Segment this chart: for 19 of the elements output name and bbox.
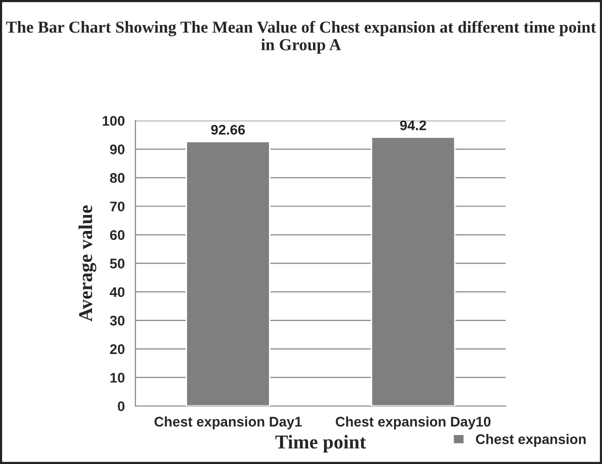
y-tick-label: 80 <box>110 173 124 183</box>
x-tick-label: Chest expansion Day1 <box>154 416 302 430</box>
y-tick-label: 70 <box>110 202 124 212</box>
y-tick-label: 30 <box>110 316 124 326</box>
x-axis-title: Time point <box>275 434 366 453</box>
y-tick-label: 10 <box>110 372 124 383</box>
x-tick-label: Chest expansion Day10 <box>336 416 491 430</box>
y-tick-label: 100 <box>102 116 124 126</box>
y-tick-label: 0 <box>118 401 124 412</box>
legend-label: Chest expansion <box>476 434 586 447</box>
data-label: 94.2 <box>400 120 426 130</box>
y-tick-label: 20 <box>110 344 124 354</box>
y-tick-label: 60 <box>110 230 124 240</box>
y-tick-label: 40 <box>110 287 124 298</box>
data-label: 92.66 <box>211 124 245 135</box>
y-tick-label: 50 <box>110 258 124 268</box>
y-tick-label: 90 <box>110 144 124 154</box>
y-axis-title: Average value <box>78 205 96 322</box>
chart-title: The Bar Chart Showing The Mean Value of Chest expansion at different time point in Group A <box>6 20 596 54</box>
